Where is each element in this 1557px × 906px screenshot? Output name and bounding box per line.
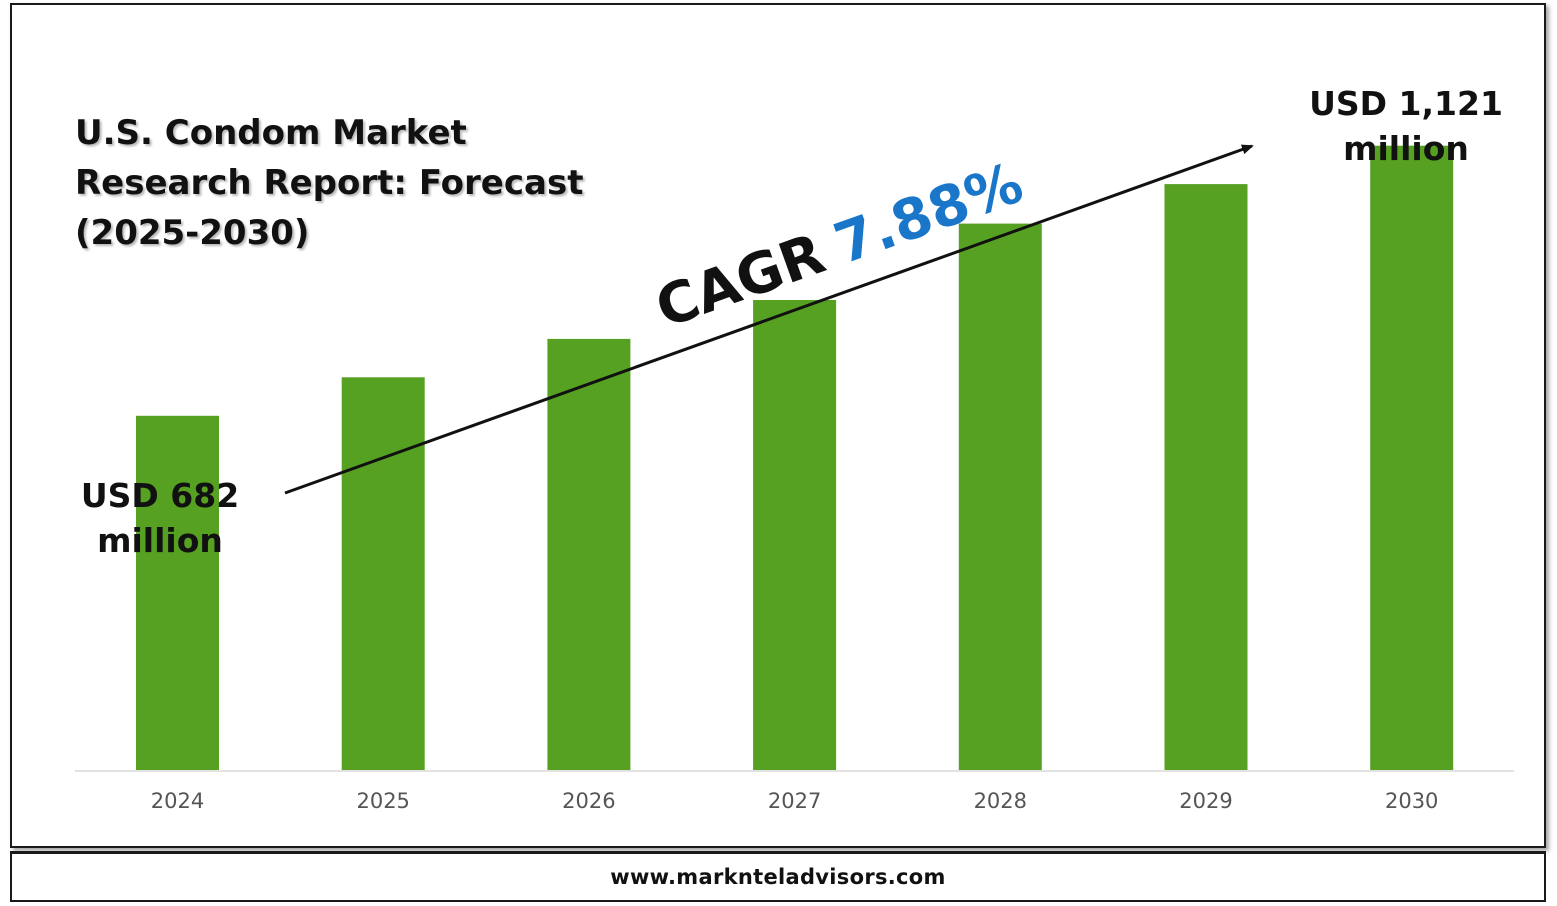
end-value-annotation-line2: million xyxy=(1343,129,1469,168)
start-value-annotation-line2: million xyxy=(97,521,223,560)
cagr-arrow xyxy=(284,144,1254,495)
start-value-annotation-line1: USD 682 xyxy=(81,476,239,515)
x-tick-label-2025: 2025 xyxy=(356,789,409,813)
chart-title: U.S. Condom Market Research Report: Fore… xyxy=(75,113,584,253)
footer: www.marknteladvisors.com xyxy=(10,851,1546,902)
bar-2026 xyxy=(547,338,631,770)
end-value-annotation-line1: USD 1,121 xyxy=(1309,84,1503,123)
bar-2025 xyxy=(341,377,425,770)
x-tick-label-2030: 2030 xyxy=(1385,789,1438,813)
bar-2024 xyxy=(136,415,219,770)
x-tick-label-2026: 2026 xyxy=(562,789,615,813)
bar-2030 xyxy=(1370,145,1454,770)
website-link[interactable]: www.marknteladvisors.com xyxy=(610,865,946,889)
x-tick-label-2028: 2028 xyxy=(974,789,1027,813)
bar-2028 xyxy=(958,223,1042,771)
x-tick-label-2029: 2029 xyxy=(1179,789,1232,813)
bar-2027 xyxy=(753,300,837,770)
x-tick-label-2027: 2027 xyxy=(768,789,821,813)
bar-2029 xyxy=(1164,184,1248,771)
x-tick-label-2024: 2024 xyxy=(151,789,204,813)
